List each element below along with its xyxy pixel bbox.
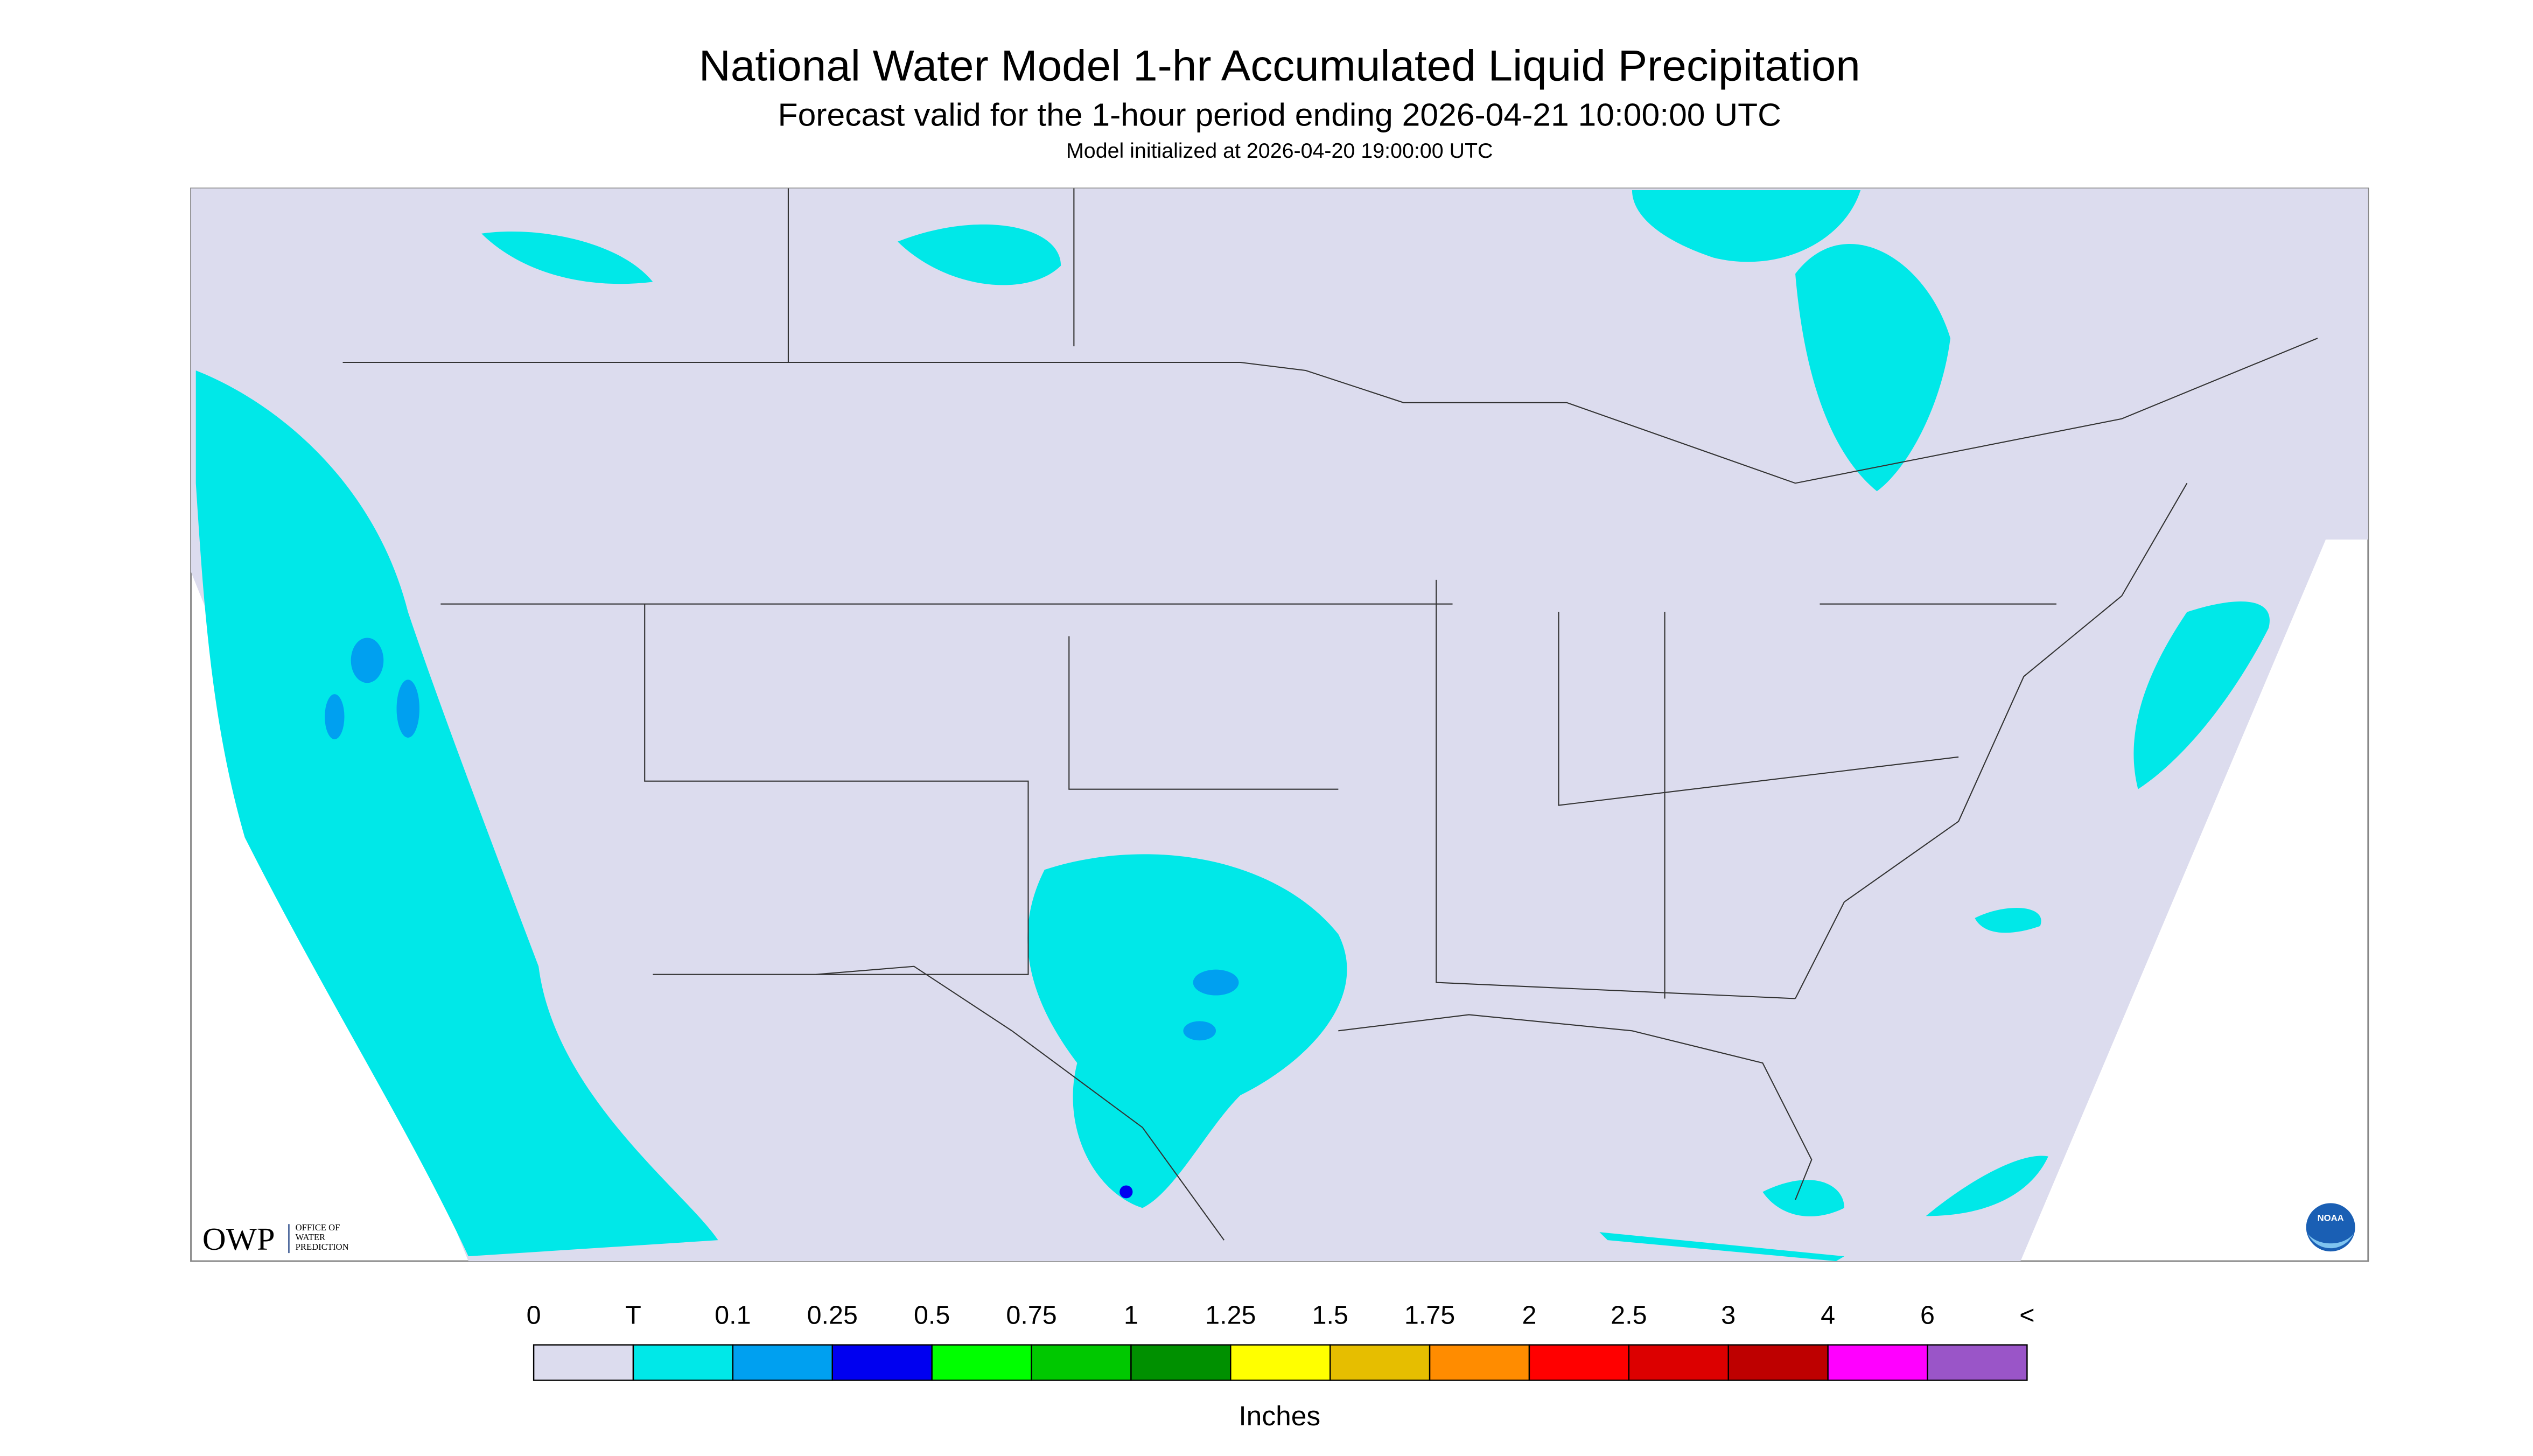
precip-heavier bbox=[325, 638, 1239, 1041]
legend-label: 4 bbox=[1821, 1301, 1835, 1330]
logo-line: WATER bbox=[296, 1232, 326, 1242]
subtitle: Forecast valid for the 1-hour period end… bbox=[778, 96, 1781, 133]
legend-swatch bbox=[732, 1344, 833, 1381]
init-note: Model initialized at 2026-04-20 19:00:00… bbox=[1066, 139, 1493, 163]
legend-swatch bbox=[831, 1344, 933, 1381]
legend-label: 2.5 bbox=[1611, 1301, 1647, 1330]
legend-label: 0.1 bbox=[715, 1301, 751, 1330]
boundaries bbox=[342, 188, 2318, 1241]
legend-label: 1.5 bbox=[1312, 1301, 1348, 1330]
logo-line: PREDICTION bbox=[296, 1242, 349, 1252]
logo-line: OFFICE OF bbox=[296, 1222, 340, 1233]
legend-swatch bbox=[533, 1344, 634, 1381]
legend: 0 T 0.1 0.25 0.5 0.75 1 1.25 1.5 1.75 2 2.5 3 4 6 < bbox=[527, 1301, 2035, 1381]
legend-swatch bbox=[1628, 1344, 1729, 1381]
legend-swatch bbox=[1031, 1344, 1132, 1381]
legend-swatch bbox=[1329, 1344, 1431, 1381]
legend-unit: Inches bbox=[1238, 1401, 1320, 1431]
precip-max bbox=[1119, 1185, 1133, 1199]
noaa-text: NOAA bbox=[2318, 1213, 2344, 1223]
legend-label: 1.25 bbox=[1205, 1301, 1256, 1330]
legend-label: 0.75 bbox=[1006, 1301, 1056, 1330]
legend-swatch bbox=[1827, 1344, 1928, 1381]
legend-swatch bbox=[1429, 1344, 1530, 1381]
legend-label: 0.25 bbox=[807, 1301, 858, 1330]
legend-label: 0.5 bbox=[914, 1301, 950, 1330]
precip-areas bbox=[195, 190, 2270, 1262]
legend-swatch bbox=[1727, 1344, 1829, 1381]
map-domain bbox=[191, 188, 2368, 1262]
legend-label: 1 bbox=[1124, 1301, 1138, 1330]
logo-owp: OWP bbox=[202, 1221, 275, 1257]
noaa-wave bbox=[2307, 1234, 2354, 1249]
legend-label: 1.75 bbox=[1404, 1301, 1455, 1330]
legend-swatch bbox=[1130, 1344, 1231, 1381]
map: OWP OFFICE OF WATER PREDICTION NOAA bbox=[190, 187, 2369, 1262]
legend-label: T bbox=[625, 1301, 641, 1330]
legend-label: 6 bbox=[1920, 1301, 1935, 1330]
legend-swatch bbox=[1528, 1344, 1630, 1381]
legend-swatch bbox=[1230, 1344, 1331, 1381]
legend-label: 2 bbox=[1522, 1301, 1536, 1330]
legend-label: 3 bbox=[1721, 1301, 1736, 1330]
title: National Water Model 1-hr Accumulated Li… bbox=[699, 41, 1860, 90]
legend-label: 0 bbox=[527, 1301, 541, 1330]
noaa-logo bbox=[2306, 1203, 2355, 1252]
legend-label: < bbox=[2019, 1301, 2034, 1330]
legend-swatch bbox=[1927, 1344, 2028, 1381]
legend-swatch bbox=[931, 1344, 1032, 1381]
legend-swatch bbox=[632, 1344, 734, 1381]
